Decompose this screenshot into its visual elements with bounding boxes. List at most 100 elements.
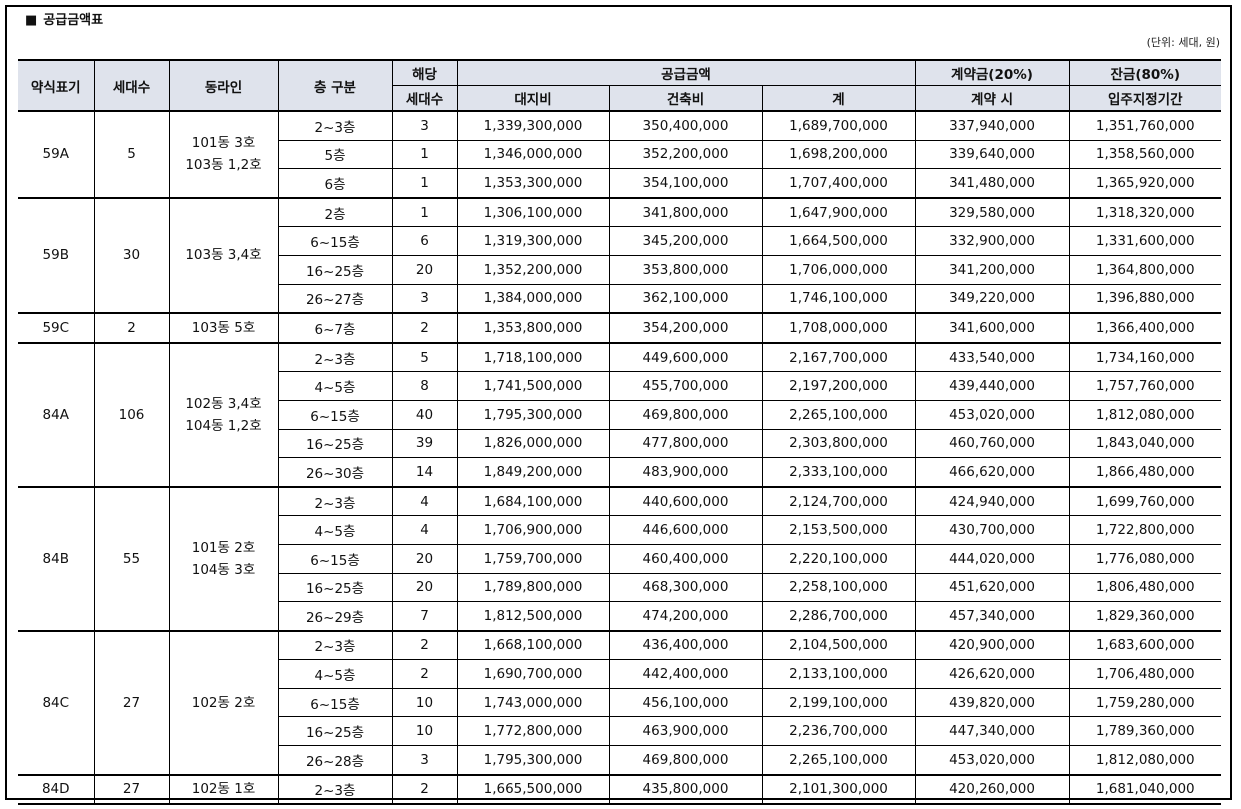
land-cost-cell: 1,743,000,000 <box>456 687 610 718</box>
unit-note: (단위: 세대, 원) <box>1146 36 1220 49</box>
total-cost-cell: 2,101,300,000 <box>761 773 916 806</box>
header-count-top: 해당 <box>391 59 458 86</box>
balance-cell: 1,843,040,000 <box>1068 428 1222 459</box>
building-cost-cell: 352,200,000 <box>608 139 763 170</box>
table-row: 59B 30 103동 3,4호 2층 1 1,306,100,000 341,800,00… <box>18 196 1222 314</box>
total-cost-cell: 1,708,000,000 <box>761 312 916 344</box>
table-row: 59A 5 101동 3호 103동 1,2호 2~3층 3 1,339,300,000 35… <box>18 109 1222 199</box>
table-row: 16~25층 39 1,826,000,000 477,800,000 2,303,80… <box>18 428 1222 459</box>
building-cost-cell: 440,600,000 <box>608 485 763 517</box>
count-cell: 1 <box>391 196 458 228</box>
balance-cell: 1,364,800,000 <box>1068 254 1222 285</box>
floor-cell: 4~5층 <box>277 659 393 689</box>
type-cell: 84B <box>18 485 95 632</box>
land-cost-cell: 1,339,300,000 <box>456 109 610 141</box>
balance-cell: 1,806,480,000 <box>1068 572 1222 603</box>
balance-cell: 1,365,920,000 <box>1068 168 1222 199</box>
building-cost-cell: 442,400,000 <box>608 659 763 689</box>
land-cost-cell: 1,690,700,000 <box>456 659 610 689</box>
line-label: 102동 1호 <box>191 781 256 798</box>
balance-cell: 1,776,080,000 <box>1068 543 1222 574</box>
land-cost-cell: 1,319,300,000 <box>456 226 610 256</box>
households-cell: 30 <box>93 196 170 314</box>
households-cell: 106 <box>93 341 170 488</box>
building-cost-cell: 463,900,000 <box>608 716 763 747</box>
land-cost-cell: 1,352,200,000 <box>456 254 610 285</box>
building-cost-cell: 469,800,000 <box>608 745 763 776</box>
count-cell: 2 <box>391 773 458 806</box>
building-cost-cell: 446,600,000 <box>608 515 763 545</box>
building-cost-cell: 354,100,000 <box>608 168 763 199</box>
building-cost-cell: 469,800,000 <box>608 399 763 430</box>
line-cell: 103동 5호 <box>168 312 279 344</box>
deposit-cell: 451,620,000 <box>914 572 1070 603</box>
deposit-cell: 457,340,000 <box>914 601 1070 632</box>
count-cell: 5 <box>391 341 458 373</box>
header-deposit-sub: 계약 시 <box>914 85 1070 112</box>
total-cost-cell: 1,746,100,000 <box>761 283 916 314</box>
land-cost-cell: 1,849,200,000 <box>456 457 610 488</box>
deposit-cell: 430,700,000 <box>914 515 1070 545</box>
count-cell: 2 <box>391 659 458 689</box>
count-cell: 4 <box>391 485 458 517</box>
total-cost-cell: 2,286,700,000 <box>761 601 916 632</box>
count-cell: 2 <box>391 629 458 661</box>
line-cell: 102동 1호 <box>168 773 279 806</box>
total-cost-cell: 2,199,100,000 <box>761 687 916 718</box>
deposit-cell: 439,820,000 <box>914 687 1070 718</box>
floor-cell: 16~25층 <box>277 716 393 747</box>
header-count-bottom: 세대수 <box>392 85 458 112</box>
header-deposit: 계약금(20%) <box>914 59 1070 86</box>
land-cost-cell: 1,706,900,000 <box>456 515 610 545</box>
count-cell: 39 <box>391 428 458 459</box>
land-cost-cell: 1,812,500,000 <box>456 601 610 632</box>
total-cost-cell: 2,104,500,000 <box>761 629 916 661</box>
line-label: 103동 5호 <box>191 319 256 336</box>
balance-cell: 1,722,800,000 <box>1068 515 1222 545</box>
deposit-cell: 424,940,000 <box>914 485 1070 517</box>
square-bullet-icon: ■ <box>25 13 38 28</box>
deposit-cell: 329,580,000 <box>914 196 1070 228</box>
table-row: 26~29층 7 1,812,500,000 474,200,000 2,286,700… <box>18 601 1222 632</box>
building-cost-cell: 455,700,000 <box>608 371 763 401</box>
deposit-cell: 341,200,000 <box>914 254 1070 285</box>
line-label: 101동 3호 <box>191 135 256 152</box>
land-cost-cell: 1,795,300,000 <box>456 745 610 776</box>
floor-cell: 2~3층 <box>277 485 393 517</box>
balance-cell: 1,681,040,000 <box>1068 773 1222 806</box>
table-row: 84C 27 102동 2호 2~3층 2 1,668,100,000 436,400,00… <box>18 629 1222 776</box>
balance-cell: 1,366,400,000 <box>1068 312 1222 344</box>
header-households: 세대수 <box>93 59 170 112</box>
count-cell: 40 <box>391 399 458 430</box>
deposit-cell: 337,940,000 <box>914 109 1070 141</box>
total-cost-cell: 2,220,100,000 <box>761 543 916 574</box>
count-cell: 6 <box>391 226 458 256</box>
table-row: 4~5층 8 1,741,500,000 455,700,000 2,197,200,0… <box>18 371 1222 401</box>
line-label: 102동 2호 <box>191 694 256 711</box>
page-title: ■ 공급금액표 <box>25 9 103 28</box>
title-text: 공급금액표 <box>43 13 104 28</box>
table-row: 26~30층 14 1,849,200,000 483,900,000 2,333,10… <box>18 457 1222 488</box>
floor-cell: 2~3층 <box>277 341 393 373</box>
building-cost-cell: 468,300,000 <box>608 572 763 603</box>
deposit-cell: 433,540,000 <box>914 341 1070 373</box>
line-cell: 101동 2호 104동 3호 <box>168 485 279 632</box>
households-cell: 2 <box>93 312 170 344</box>
land-cost-cell: 1,346,000,000 <box>456 139 610 170</box>
deposit-cell: 460,760,000 <box>914 428 1070 459</box>
header-type: 약식표기 <box>18 59 95 112</box>
floor-cell: 6~15층 <box>277 399 393 430</box>
total-cost-cell: 1,698,200,000 <box>761 139 916 170</box>
floor-cell: 16~25층 <box>277 428 393 459</box>
balance-cell: 1,759,280,000 <box>1068 687 1222 718</box>
header-building: 건축비 <box>608 85 763 112</box>
building-cost-cell: 460,400,000 <box>608 543 763 574</box>
floor-cell: 2~3층 <box>277 109 393 141</box>
count-cell: 3 <box>391 109 458 141</box>
total-cost-cell: 2,153,500,000 <box>761 515 916 545</box>
line-cell: 101동 3호 103동 1,2호 <box>168 110 279 199</box>
deposit-cell: 444,020,000 <box>914 543 1070 574</box>
line-cell: 102동 3,4호 104동 1,2호 <box>168 341 279 488</box>
deposit-cell: 420,900,000 <box>914 629 1070 661</box>
count-cell: 3 <box>391 283 458 314</box>
